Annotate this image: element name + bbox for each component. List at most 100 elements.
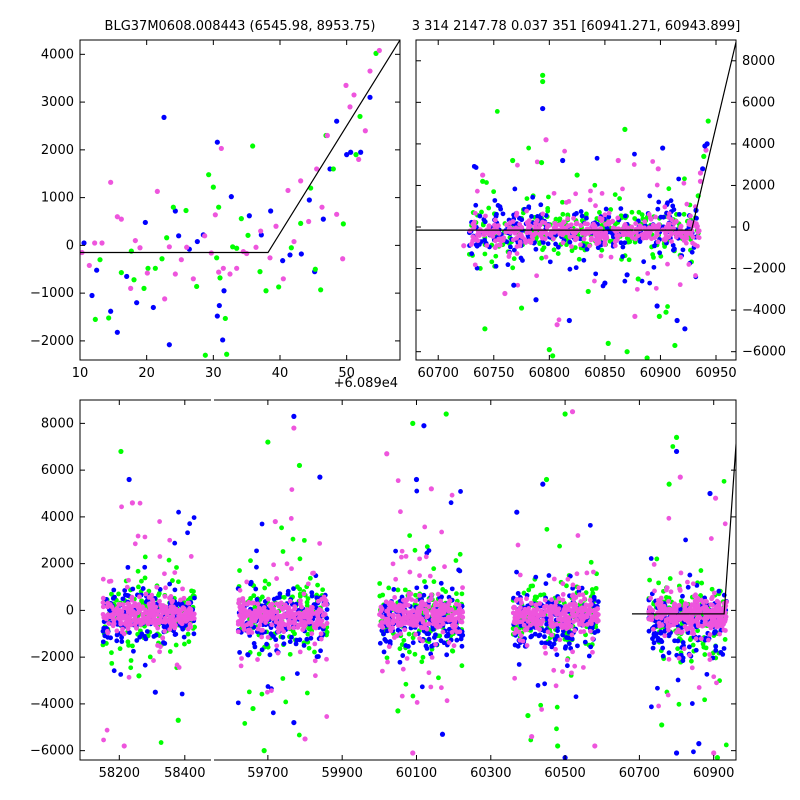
- data-point-pink: [694, 615, 700, 621]
- data-point-green: [534, 235, 539, 241]
- outlier-point: [540, 481, 546, 487]
- data-point-pink: [125, 609, 131, 615]
- data-point-green: [357, 113, 363, 120]
- data-point-pink: [667, 623, 673, 629]
- panel-3-plot-area: [100, 409, 736, 760]
- data-point-green: [386, 585, 392, 591]
- data-point-green: [296, 732, 302, 738]
- data-point-pink: [652, 588, 657, 594]
- data-point-green: [560, 199, 565, 205]
- data-point-green: [166, 557, 172, 563]
- data-point-pink: [253, 616, 258, 622]
- data-point-green: [688, 658, 694, 664]
- data-point-pink: [409, 609, 414, 615]
- data-point-blue: [620, 244, 626, 250]
- data-point-blue: [632, 151, 637, 157]
- outlier-point: [410, 420, 416, 426]
- data-point-green: [534, 595, 539, 601]
- data-point-green: [276, 284, 282, 290]
- data-point-pink: [514, 596, 520, 602]
- data-point-pink: [304, 610, 310, 616]
- outlier-point: [439, 731, 446, 737]
- data-point-green: [147, 654, 153, 660]
- data-point-blue: [127, 630, 132, 635]
- data-point-blue: [670, 203, 676, 209]
- data-point-pink: [601, 233, 607, 239]
- data-point-pink: [559, 226, 565, 232]
- outlier-point: [714, 755, 721, 760]
- data-point-pink: [569, 670, 574, 676]
- data-point-pink: [457, 612, 463, 618]
- data-point-pink: [551, 576, 557, 582]
- data-point-pink: [92, 240, 98, 246]
- outlier-point: [410, 750, 416, 756]
- data-point-pink: [220, 265, 226, 271]
- data-point-pink: [519, 600, 524, 606]
- data-point-pink: [154, 584, 160, 590]
- data-point-green: [431, 566, 437, 572]
- data-point-pink: [135, 533, 141, 539]
- ytick-label: 8000: [742, 54, 775, 69]
- data-point-green: [564, 583, 569, 589]
- data-point-pink: [551, 225, 557, 231]
- data-point-pink: [673, 620, 679, 626]
- outlier-point: [118, 448, 124, 455]
- data-point-pink: [570, 582, 576, 588]
- data-point-blue: [114, 638, 120, 644]
- data-point-pink: [567, 602, 573, 608]
- data-point-green: [453, 558, 459, 563]
- data-point-pink: [599, 191, 605, 196]
- outlier-point: [540, 105, 546, 112]
- data-point-pink: [574, 221, 580, 227]
- data-point-pink: [664, 236, 669, 241]
- data-point-green: [450, 648, 456, 654]
- data-point-blue: [248, 581, 253, 587]
- data-point-pink: [573, 602, 579, 608]
- data-point-pink: [158, 602, 164, 608]
- data-point-pink: [693, 636, 699, 642]
- data-point-pink: [666, 211, 672, 217]
- data-point-pink: [528, 622, 533, 628]
- data-point-pink: [153, 622, 159, 628]
- data-point-blue: [308, 635, 314, 641]
- data-point-pink: [590, 649, 595, 655]
- data-point-pink: [282, 622, 288, 628]
- data-point-pink: [286, 625, 292, 631]
- data-point-pink: [650, 159, 656, 164]
- data-point-blue: [535, 682, 541, 688]
- data-point-green: [722, 637, 728, 642]
- data-point-pink: [182, 617, 188, 622]
- data-point-pink: [599, 216, 605, 222]
- data-point-blue: [505, 262, 511, 268]
- data-point-blue: [622, 240, 628, 246]
- data-point-pink: [516, 607, 522, 613]
- xtick-label: 60800: [529, 366, 570, 381]
- data-point-green: [493, 253, 499, 259]
- data-point-pink: [176, 610, 182, 616]
- data-point-pink: [218, 145, 224, 152]
- data-point-pink: [310, 604, 315, 610]
- data-point-pink: [291, 238, 297, 245]
- data-point-green: [612, 192, 618, 198]
- data-point-pink: [458, 619, 463, 625]
- data-point-green: [431, 579, 437, 585]
- data-point-pink: [610, 226, 616, 232]
- data-point-pink: [558, 616, 564, 622]
- data-point-pink: [439, 529, 445, 535]
- data-point-pink: [634, 286, 640, 292]
- data-point-green: [116, 591, 121, 597]
- data-point-green: [176, 579, 181, 585]
- data-point-pink: [312, 673, 318, 679]
- data-point-blue: [458, 636, 464, 642]
- data-point-pink: [698, 636, 704, 642]
- ytick-label: −4000: [742, 303, 786, 318]
- data-point-green: [377, 593, 383, 599]
- data-point-pink: [518, 633, 524, 639]
- data-point-blue: [134, 300, 140, 306]
- data-point-green: [238, 216, 244, 222]
- data-point-pink: [172, 570, 178, 576]
- data-point-blue: [555, 244, 561, 250]
- data-point-pink: [486, 223, 492, 229]
- data-point-pink: [248, 620, 254, 626]
- data-point-pink: [692, 598, 698, 604]
